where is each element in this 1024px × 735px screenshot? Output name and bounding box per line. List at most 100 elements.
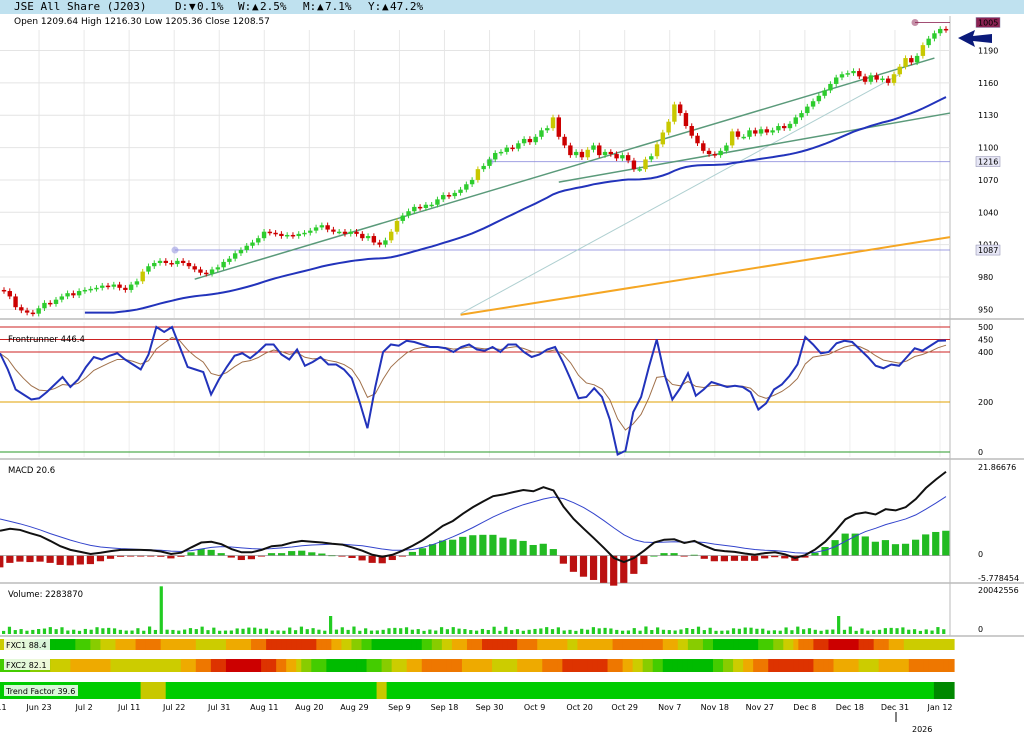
heat-cell xyxy=(793,659,799,672)
macd-histogram-bar xyxy=(177,555,185,557)
volume-bar xyxy=(895,628,899,634)
volume-bar xyxy=(60,627,64,634)
heat-cell xyxy=(738,682,744,699)
volume-bar xyxy=(591,627,595,634)
heat-cell xyxy=(843,682,850,699)
volume-bar xyxy=(346,629,350,634)
heat-cell xyxy=(642,639,649,650)
heat-cell xyxy=(743,659,749,672)
heat-cell xyxy=(105,659,112,672)
x-tick-label: Aug 20 xyxy=(295,703,323,712)
macd-histogram-bar xyxy=(86,555,94,565)
macd-histogram-bar xyxy=(730,555,739,561)
heat-cell xyxy=(647,659,654,672)
heat-cell xyxy=(908,639,915,650)
heat-cell xyxy=(848,659,855,672)
heat-cell xyxy=(90,659,96,672)
heat-cell xyxy=(898,639,905,650)
heat-cell xyxy=(331,682,338,699)
heat-cell xyxy=(878,682,885,699)
volume-bar xyxy=(112,628,117,634)
volume-bar xyxy=(293,630,298,634)
volume-bar xyxy=(475,630,479,634)
heat-cell xyxy=(85,659,91,672)
heat-cell xyxy=(306,639,312,650)
heat-cell xyxy=(130,659,137,672)
heat-cell xyxy=(251,682,257,699)
heat-cell xyxy=(466,682,473,699)
macd-histogram-bar xyxy=(489,534,497,556)
macd-histogram-bar xyxy=(267,553,276,556)
heat-cell xyxy=(406,639,413,650)
heat-cell xyxy=(492,639,498,650)
volume-bar xyxy=(790,630,794,634)
heat-cell xyxy=(135,639,142,650)
heat-cell xyxy=(567,639,573,650)
ohlc-readout: Open 1209.64 High 1216.30 Low 1205.36 Cl… xyxy=(14,17,270,27)
heat-cell xyxy=(95,659,102,672)
heat-cell xyxy=(251,639,257,650)
candle-body xyxy=(874,75,879,80)
heat-cell xyxy=(883,682,890,699)
heat-cell xyxy=(351,639,358,650)
volume-bar xyxy=(352,626,356,634)
heat-cell xyxy=(326,639,332,650)
heat-cell xyxy=(622,682,629,699)
macd-histogram-bar xyxy=(277,553,286,556)
heat-cell xyxy=(843,659,850,672)
volume-bar xyxy=(731,628,736,634)
x-tick-label: Sep 30 xyxy=(476,703,504,712)
heat-cell xyxy=(266,682,272,699)
candle-body xyxy=(383,240,388,245)
heat-cell xyxy=(266,639,272,650)
volume-bar xyxy=(603,627,607,634)
heat-cell xyxy=(230,639,237,650)
heat-cell xyxy=(858,682,865,699)
macd-histogram-bar xyxy=(781,555,789,559)
volume-bar xyxy=(31,629,35,634)
candle-body xyxy=(926,38,931,46)
macd-histogram-bar xyxy=(499,537,507,556)
volume-bar xyxy=(510,630,514,634)
heat-cell xyxy=(165,659,172,672)
heat-cell xyxy=(225,659,232,672)
candle-body xyxy=(799,113,804,118)
candle-body xyxy=(146,266,151,272)
heat-cell xyxy=(376,639,383,650)
candle-body xyxy=(65,293,70,297)
heat-cell xyxy=(657,639,664,650)
heat-cell xyxy=(421,682,428,699)
heat-cell xyxy=(502,639,508,650)
heat-cell xyxy=(823,682,830,699)
macd-histogram-bar xyxy=(750,555,759,561)
heat-cell xyxy=(170,682,177,699)
heat-cell xyxy=(100,639,107,650)
heat-cell xyxy=(451,659,458,672)
candle-body xyxy=(666,121,671,133)
candle-body xyxy=(839,74,845,78)
heat-cell xyxy=(833,682,840,699)
candle-body xyxy=(198,269,203,273)
macd-histogram-bar xyxy=(841,533,849,556)
heat-cell xyxy=(542,639,548,650)
heat-cell xyxy=(391,639,398,650)
heat-cell xyxy=(120,659,127,672)
heat-cell xyxy=(938,682,945,699)
price-tick-label: 950 xyxy=(978,305,993,314)
x-tick-label: Oct 20 xyxy=(566,703,593,712)
heat-cell xyxy=(763,682,769,699)
heat-cell xyxy=(291,639,297,650)
price-panel: 9509801010104010701100113011601190121610… xyxy=(1,17,1001,317)
heat-cell xyxy=(271,659,277,672)
heat-cell xyxy=(235,639,242,650)
frontrunner-tick-label: 400 xyxy=(978,348,993,357)
candle-body xyxy=(464,184,469,190)
candle-body xyxy=(695,135,700,144)
candle-body xyxy=(654,144,660,157)
volume-bar xyxy=(136,628,140,634)
heat-cell xyxy=(893,659,900,672)
candle-body xyxy=(412,206,417,212)
heat-cell xyxy=(281,639,287,650)
last-price-arrow xyxy=(958,30,992,47)
heat-cell xyxy=(296,639,302,650)
